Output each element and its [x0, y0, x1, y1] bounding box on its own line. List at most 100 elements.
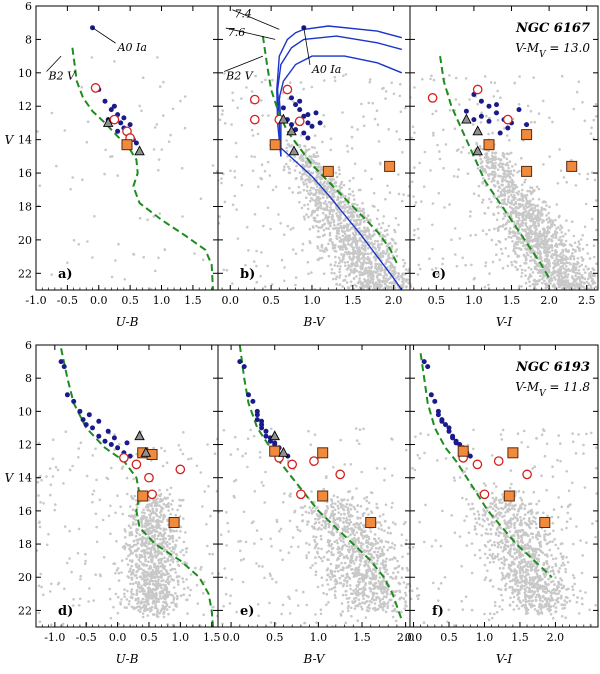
field-star	[142, 255, 145, 259]
field-star	[520, 271, 524, 275]
field-star	[346, 600, 350, 604]
triangle-star	[102, 116, 114, 127]
field-star	[103, 172, 106, 176]
member-star	[86, 412, 92, 418]
field-star	[345, 205, 349, 209]
field-star	[287, 165, 290, 169]
field-star	[367, 272, 370, 275]
field-star	[374, 283, 378, 287]
field-star	[175, 554, 179, 557]
field-star	[477, 194, 481, 197]
field-star	[373, 205, 376, 208]
field-star	[149, 588, 153, 592]
field-star	[540, 242, 543, 245]
field-star	[512, 190, 515, 194]
field-star	[149, 566, 152, 570]
field-star	[392, 92, 396, 96]
field-star	[114, 571, 117, 575]
field-star	[146, 614, 150, 617]
field-star	[349, 218, 353, 222]
field-star	[336, 195, 340, 199]
field-star	[558, 148, 561, 151]
field-star	[366, 218, 369, 222]
field-star	[47, 532, 50, 536]
member-star	[494, 102, 499, 108]
field-star	[179, 525, 183, 529]
field-star	[442, 166, 445, 170]
field-star	[368, 261, 372, 265]
field-star	[317, 162, 321, 165]
field-star	[363, 226, 366, 229]
field-star	[534, 283, 537, 286]
field-star	[350, 227, 353, 230]
field-star	[550, 239, 554, 243]
field-star	[328, 210, 332, 214]
field-star	[374, 264, 378, 267]
field-star	[54, 465, 58, 469]
field-star	[321, 140, 324, 144]
field-star	[481, 165, 484, 168]
field-star	[595, 262, 598, 266]
field-star	[503, 192, 507, 196]
field-star	[85, 474, 89, 478]
field-star	[564, 271, 567, 274]
field-star	[157, 256, 160, 260]
field-star	[140, 539, 144, 542]
field-star	[384, 97, 387, 100]
field-star	[394, 216, 398, 220]
field-star	[579, 238, 583, 241]
field-star	[175, 575, 179, 579]
field-star	[570, 275, 574, 278]
field-star	[503, 190, 506, 194]
field-star	[589, 276, 593, 279]
field-star	[253, 213, 257, 216]
member-star	[108, 107, 114, 113]
field-star	[448, 203, 451, 206]
field-star	[316, 214, 319, 217]
field-star	[343, 513, 347, 516]
field-star	[586, 172, 590, 176]
panel-frame	[35, 344, 219, 628]
field-star	[264, 78, 267, 82]
field-star	[546, 225, 550, 228]
field-star	[221, 109, 224, 112]
field-star	[317, 226, 320, 229]
field-star	[354, 596, 358, 600]
field-star	[181, 452, 185, 456]
field-star	[493, 174, 497, 177]
field-star	[545, 255, 549, 258]
field-star	[350, 135, 354, 139]
field-star	[497, 157, 501, 161]
field-star	[144, 563, 147, 567]
field-star	[128, 569, 131, 573]
field-star	[151, 568, 155, 572]
field-star	[549, 254, 553, 258]
field-star	[509, 214, 513, 217]
field-star	[554, 236, 558, 239]
field-star	[63, 129, 67, 132]
field-star	[343, 278, 347, 282]
field-star	[130, 605, 134, 609]
field-star	[383, 229, 387, 232]
field-star	[283, 165, 286, 169]
field-star	[220, 113, 224, 116]
field-star	[314, 535, 318, 539]
field-star	[240, 183, 244, 187]
field-star	[181, 548, 184, 552]
field-star	[325, 603, 328, 606]
field-star	[341, 610, 345, 613]
field-star	[548, 116, 551, 120]
field-star	[338, 276, 341, 279]
field-star	[563, 281, 567, 284]
field-star	[539, 246, 543, 249]
field-star	[481, 182, 484, 185]
field-star	[521, 203, 524, 206]
field-star	[400, 199, 404, 203]
field-star	[255, 264, 258, 268]
field-star	[163, 449, 167, 453]
field-star	[371, 101, 375, 105]
field-star	[357, 188, 361, 192]
field-star	[321, 196, 325, 199]
